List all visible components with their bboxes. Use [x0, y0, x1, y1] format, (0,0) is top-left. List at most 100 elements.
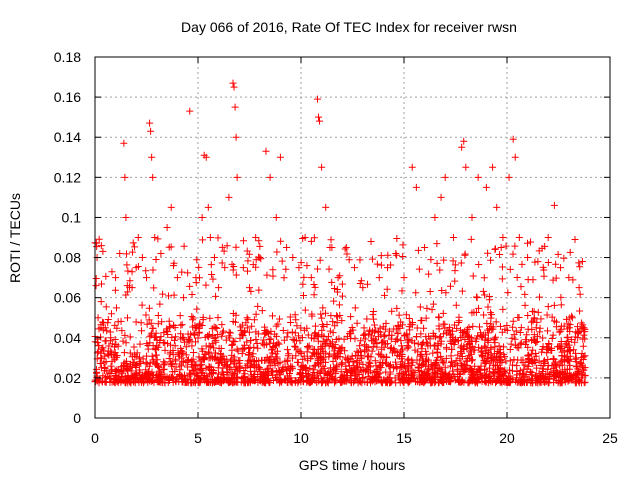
data-point: [417, 341, 425, 349]
data-point: [565, 376, 573, 384]
data-point: [276, 153, 284, 161]
data-point: [193, 305, 201, 313]
data-point: [377, 378, 385, 386]
data-point: [122, 291, 130, 299]
data-point: [244, 378, 252, 386]
data-point: [577, 379, 585, 387]
data-point: [265, 335, 273, 343]
data-point: [347, 313, 355, 321]
data-point: [252, 234, 260, 241]
data-point: [425, 270, 433, 278]
data-point: [378, 338, 386, 346]
data-point: [550, 301, 558, 309]
data-point: [268, 349, 276, 357]
data-point: [563, 357, 571, 365]
data-point: [359, 284, 367, 292]
data-point: [208, 379, 216, 387]
data-point: [538, 368, 546, 376]
data-point: [244, 267, 252, 275]
data-point: [498, 263, 506, 271]
x-axis-title: GPS time / hours: [299, 457, 406, 473]
data-point: [273, 368, 281, 376]
data-point: [245, 350, 253, 358]
data-point: [343, 250, 351, 258]
data-point: [240, 237, 247, 245]
data-point: [311, 361, 319, 369]
data-point: [230, 353, 238, 361]
data-point: [577, 354, 585, 362]
data-point: [568, 314, 576, 322]
data-point: [295, 332, 303, 340]
data-point: [122, 339, 130, 347]
data-point: [344, 372, 352, 380]
data-point: [422, 314, 430, 322]
data-point: [557, 322, 565, 330]
data-point: [192, 365, 200, 373]
data-point: [483, 347, 491, 355]
data-point: [399, 241, 407, 249]
data-point: [245, 328, 253, 336]
data-point: [563, 348, 571, 356]
data-point: [487, 256, 495, 264]
data-point: [207, 261, 215, 269]
data-point: [332, 370, 340, 378]
data-point: [536, 379, 544, 387]
data-point: [515, 234, 523, 241]
data-point: [225, 374, 233, 382]
data-point: [252, 310, 260, 318]
data-point: [243, 324, 251, 332]
data-point: [474, 173, 482, 181]
data-point: [258, 307, 266, 315]
data-point: [484, 335, 492, 343]
data-point: [533, 364, 541, 372]
data-point: [102, 272, 110, 280]
data-point: [238, 350, 246, 358]
data-point: [374, 328, 382, 336]
x-tick-label: 10: [293, 430, 309, 446]
data-point: [521, 301, 529, 309]
data-point: [269, 377, 277, 385]
data-point: [289, 254, 297, 262]
data-point: [236, 334, 244, 342]
data-point: [208, 270, 216, 278]
data-point: [513, 362, 521, 370]
data-point: [111, 372, 119, 380]
data-point: [506, 357, 514, 365]
data-point: [376, 351, 384, 359]
data-point: [123, 261, 131, 269]
data-point: [99, 247, 107, 255]
data-point: [549, 368, 557, 376]
data-point: [472, 335, 480, 343]
data-point: [146, 370, 154, 378]
data-point: [353, 359, 361, 367]
data-point: [437, 374, 445, 382]
data-point: [170, 291, 178, 299]
data-point: [408, 163, 416, 171]
data-point: [304, 357, 312, 365]
data-point: [94, 342, 102, 350]
data-point: [513, 273, 521, 281]
data-point: [534, 308, 542, 316]
data-point: [339, 377, 347, 385]
data-point: [180, 242, 188, 250]
data-point: [370, 315, 378, 323]
data-point: [150, 284, 158, 292]
data-point: [344, 354, 352, 362]
data-point: [482, 343, 490, 351]
data-point: [140, 379, 148, 387]
data-point: [176, 312, 184, 320]
data-point: [111, 336, 119, 344]
data-point: [263, 365, 271, 373]
data-point: [427, 361, 435, 369]
data-point: [395, 370, 403, 378]
data-point: [375, 274, 383, 282]
data-point: [143, 352, 151, 360]
data-point: [333, 363, 341, 371]
data-point: [394, 321, 402, 329]
data-point: [568, 312, 576, 320]
data-point: [241, 344, 249, 352]
data-point: [403, 371, 411, 379]
data-point: [254, 344, 262, 352]
data-point: [288, 328, 296, 336]
data-point: [427, 379, 435, 387]
